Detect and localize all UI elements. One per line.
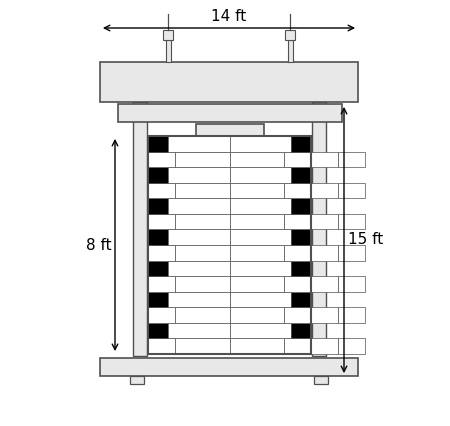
Bar <box>148 136 168 152</box>
Bar <box>168 292 230 307</box>
Bar <box>230 152 284 167</box>
Bar <box>230 183 284 198</box>
Bar <box>148 276 175 292</box>
Bar <box>314 376 328 384</box>
Bar <box>338 183 365 198</box>
Bar <box>133 102 147 356</box>
Bar <box>175 214 230 230</box>
Bar <box>284 214 338 230</box>
Bar <box>148 292 168 307</box>
Bar <box>130 376 144 384</box>
Bar <box>230 214 284 230</box>
Bar <box>175 338 230 354</box>
Bar <box>284 307 338 323</box>
Bar <box>148 183 175 198</box>
Bar <box>338 214 365 230</box>
Bar <box>148 136 311 354</box>
Bar <box>230 136 291 152</box>
Bar <box>285 30 295 40</box>
Bar <box>168 230 230 245</box>
Bar <box>291 230 311 245</box>
Bar <box>148 323 168 338</box>
Bar <box>284 183 338 198</box>
Bar <box>148 214 175 230</box>
Bar <box>230 245 284 261</box>
Bar <box>168 136 230 152</box>
Bar <box>230 338 284 354</box>
Bar <box>284 338 338 354</box>
Bar <box>168 198 230 214</box>
Bar <box>168 261 230 276</box>
Bar <box>168 323 230 338</box>
Bar <box>291 261 311 276</box>
Bar <box>338 276 365 292</box>
Bar <box>291 323 311 338</box>
Bar <box>284 276 338 292</box>
Bar <box>168 167 230 183</box>
Bar <box>230 307 284 323</box>
Bar <box>338 152 365 167</box>
Bar <box>291 198 311 214</box>
Bar <box>338 245 365 261</box>
Bar <box>312 102 326 356</box>
Text: 15 ft: 15 ft <box>348 233 383 248</box>
Bar <box>148 230 168 245</box>
Text: 14 ft: 14 ft <box>212 9 247 24</box>
Bar <box>338 338 365 354</box>
Bar <box>148 261 168 276</box>
Bar <box>284 245 338 261</box>
Bar <box>230 276 284 292</box>
Bar <box>230 198 291 214</box>
Bar <box>148 167 168 183</box>
Bar <box>230 261 291 276</box>
Bar <box>230 230 291 245</box>
Bar <box>100 358 358 376</box>
Text: 8 ft: 8 ft <box>86 238 112 253</box>
Bar <box>175 276 230 292</box>
Bar <box>338 307 365 323</box>
Bar <box>195 124 264 136</box>
Bar <box>291 292 311 307</box>
Bar <box>175 152 230 167</box>
Bar <box>148 307 175 323</box>
Bar <box>230 167 291 183</box>
Bar <box>148 338 175 354</box>
Bar <box>163 30 173 40</box>
Bar <box>175 307 230 323</box>
Bar <box>288 40 292 62</box>
Bar <box>291 167 311 183</box>
Bar <box>284 152 338 167</box>
Bar <box>166 40 171 62</box>
Bar <box>148 198 168 214</box>
Bar <box>291 136 311 152</box>
Bar <box>100 62 358 102</box>
Bar <box>148 152 175 167</box>
Bar <box>175 245 230 261</box>
Bar <box>230 323 291 338</box>
Bar <box>148 245 175 261</box>
Bar <box>175 183 230 198</box>
Bar <box>230 292 291 307</box>
Bar <box>118 104 342 122</box>
